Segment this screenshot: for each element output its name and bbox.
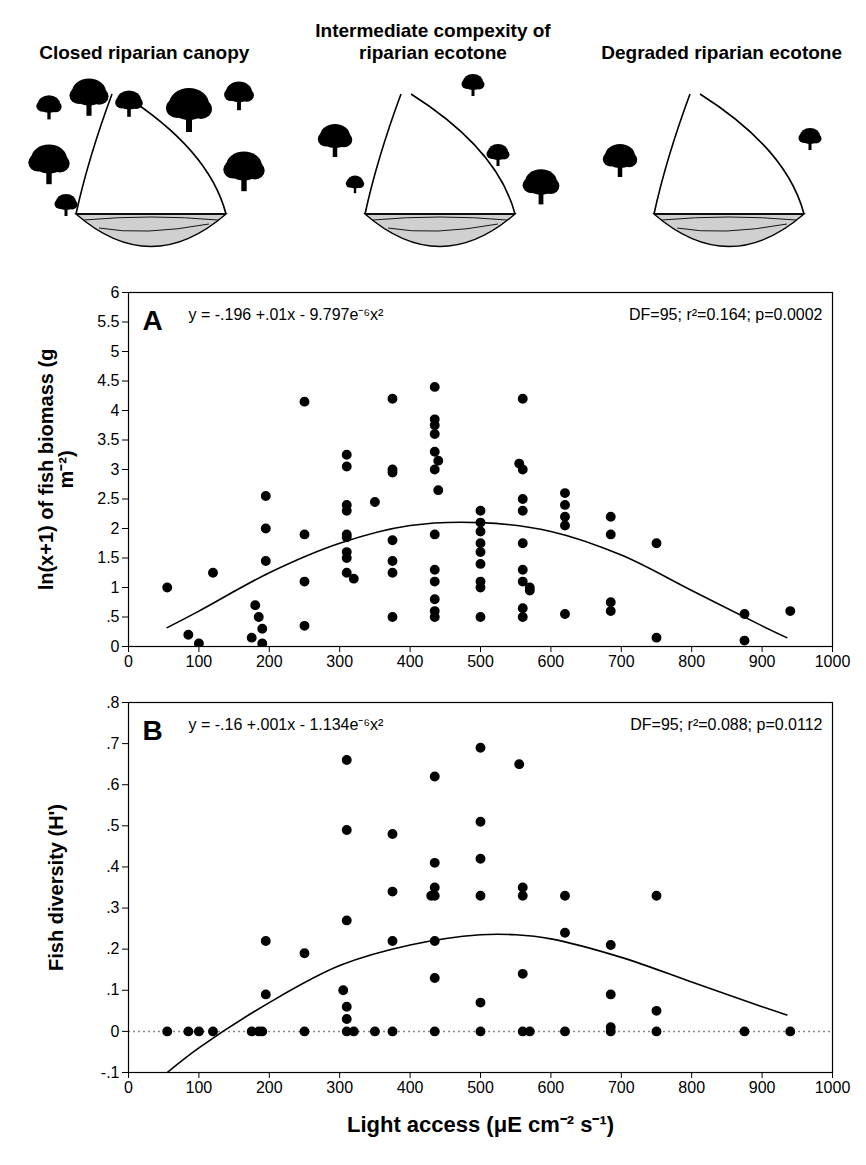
svg-text:200: 200 [256, 653, 283, 670]
svg-text:900: 900 [749, 1079, 776, 1096]
svg-text:3.5: 3.5 [97, 431, 119, 448]
svg-text:700: 700 [608, 653, 635, 670]
svg-text:2.5: 2.5 [97, 490, 119, 507]
svg-text:900: 900 [749, 653, 776, 670]
svg-text:.1: .1 [106, 981, 119, 998]
svg-text:.8: .8 [106, 694, 119, 711]
svg-text:1000: 1000 [815, 1079, 851, 1096]
svg-text:5.5: 5.5 [97, 313, 119, 330]
svg-text:4: 4 [111, 402, 120, 419]
svg-text:0: 0 [124, 653, 133, 670]
svg-text:1: 1 [111, 579, 120, 596]
svg-text:.2: .2 [106, 940, 119, 957]
svg-text:-.1: -.1 [101, 1064, 120, 1081]
svg-text:Fish diversity (H'): Fish diversity (H') [45, 804, 67, 971]
svg-text:.4: .4 [106, 858, 119, 875]
svg-text:.5: .5 [106, 608, 119, 625]
svg-text:500: 500 [467, 653, 494, 670]
svg-text:400: 400 [397, 653, 424, 670]
svg-text:6: 6 [111, 284, 120, 301]
svg-text:0: 0 [111, 1023, 120, 1040]
svg-text:2: 2 [111, 520, 120, 537]
svg-text:500: 500 [467, 1079, 494, 1096]
svg-text:B: B [143, 715, 163, 746]
svg-text:.6: .6 [106, 776, 119, 793]
svg-text:3: 3 [111, 461, 120, 478]
svg-text:0: 0 [111, 638, 120, 655]
svg-text:800: 800 [678, 653, 705, 670]
html-text:Closed riparian canopy: Closed riparian canopy [39, 42, 250, 64]
html-text:Degraded riparian ecotone: Degraded riparian ecotone [601, 42, 842, 64]
svg-text:700: 700 [608, 1079, 635, 1096]
svg-text:200: 200 [256, 1079, 283, 1096]
svg-text:.3: .3 [106, 899, 119, 916]
svg-text:.7: .7 [106, 735, 119, 752]
svg-text:300: 300 [326, 1079, 353, 1096]
svg-text:y = -.196 +.01x - 9.797e⁻⁶x²: y = -.196 +.01x - 9.797e⁻⁶x² [189, 306, 384, 323]
html-text:Intermediate compexity of ripa: Intermediate compexity of riparian ecoto… [315, 20, 551, 64]
svg-text:Light access (μE cm⁻² s⁻¹): Light access (μE cm⁻² s⁻¹) [347, 1112, 614, 1137]
svg-text:100: 100 [186, 1079, 213, 1096]
svg-text:1.5: 1.5 [97, 549, 119, 566]
svg-text:0: 0 [124, 1079, 133, 1096]
svg-text:100: 100 [186, 653, 213, 670]
svg-text:1000: 1000 [815, 653, 851, 670]
svg-text:600: 600 [538, 1079, 565, 1096]
svg-text:A: A [143, 305, 163, 336]
svg-text:DF=95; r²=0.088; p=0.0112: DF=95; r²=0.088; p=0.0112 [630, 716, 822, 733]
svg-text:DF=95; r²=0.164; p=0.0002: DF=95; r²=0.164; p=0.0002 [629, 306, 823, 323]
svg-text:800: 800 [678, 1079, 705, 1096]
svg-text:5: 5 [111, 343, 120, 360]
svg-text:600: 600 [538, 653, 565, 670]
svg-text:.5: .5 [106, 817, 119, 834]
svg-text:400: 400 [397, 1079, 424, 1096]
svg-text:4.5: 4.5 [97, 372, 119, 389]
svg-text:y = -.16 +.001x - 1.134e⁻⁶x²: y = -.16 +.001x - 1.134e⁻⁶x² [189, 716, 384, 733]
svg-text:ln(x+1) of fish biomass (gm⁻²): ln(x+1) of fish biomass (gm⁻²) [35, 349, 77, 591]
svg-text:300: 300 [326, 653, 353, 670]
